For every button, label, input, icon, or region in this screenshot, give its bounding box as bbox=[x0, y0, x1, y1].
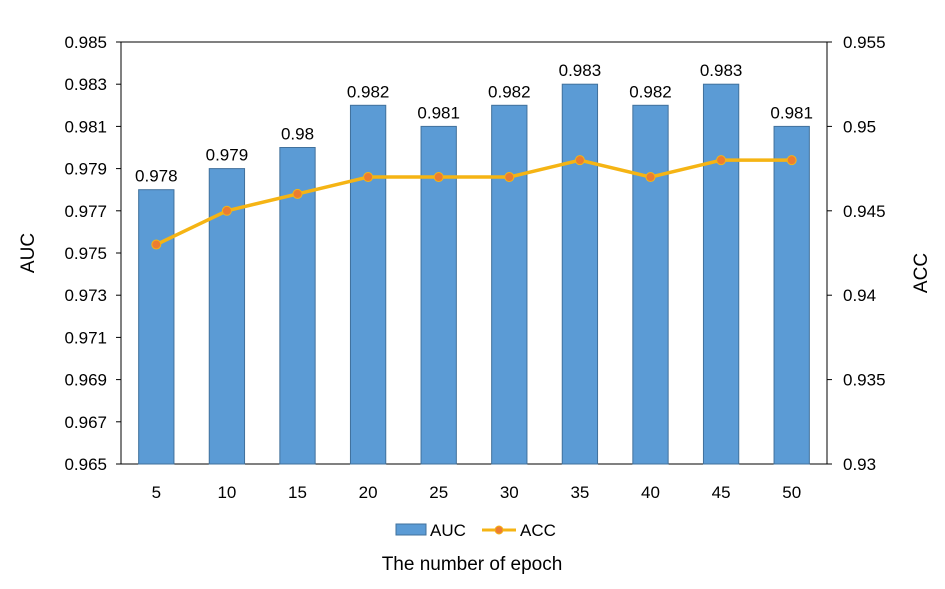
point-acc-20 bbox=[363, 172, 374, 183]
y2-tick-label: 0.945 bbox=[843, 202, 886, 221]
x-tick-label: 25 bbox=[429, 483, 448, 502]
y2-axis-title: ACC bbox=[911, 253, 932, 293]
y-tick-label: 0.967 bbox=[64, 413, 107, 432]
x-tick-label: 35 bbox=[570, 483, 589, 502]
legend-label-acc: ACC bbox=[520, 521, 556, 540]
y-tick-label: 0.979 bbox=[64, 160, 107, 179]
y2-tick-label: 0.93 bbox=[843, 455, 876, 474]
x-tick-label: 10 bbox=[217, 483, 236, 502]
data-label-auc-15: 0.98 bbox=[281, 125, 314, 144]
data-label-auc-45: 0.983 bbox=[700, 61, 743, 80]
y2-tick-label: 0.95 bbox=[843, 117, 876, 136]
y-tick-label: 0.975 bbox=[64, 244, 107, 263]
data-label-auc-5: 0.978 bbox=[135, 167, 178, 186]
bar-auc-20 bbox=[349, 104, 387, 465]
x-tick-label: 20 bbox=[359, 483, 378, 502]
data-label-auc-20: 0.982 bbox=[347, 82, 390, 101]
left-axis-ticks: 0.965 0.967 0.969 0.971 0.973 0.975 0.977 0.979… bbox=[64, 33, 121, 474]
bar-auc-15 bbox=[279, 147, 316, 465]
point-acc-50 bbox=[786, 155, 797, 166]
x-tick-label: 30 bbox=[500, 483, 519, 502]
x-tick-label: 40 bbox=[641, 483, 660, 502]
legend-marker-acc bbox=[494, 525, 504, 535]
data-label-auc-30: 0.982 bbox=[488, 82, 531, 101]
x-tick-label: 15 bbox=[288, 483, 307, 502]
y2-tick-label: 0.94 bbox=[843, 286, 876, 305]
line-series-acc bbox=[151, 155, 797, 250]
point-acc-25 bbox=[433, 172, 444, 183]
bar-auc-30 bbox=[491, 104, 528, 465]
bar-auc-45 bbox=[702, 83, 740, 465]
bar-data-labels: 0.978 0.979 0.98 0.982 0.981 0.982 0.983 0.982 0… bbox=[135, 61, 813, 186]
y-axis-title: AUC bbox=[18, 233, 39, 273]
data-label-auc-40: 0.982 bbox=[629, 82, 672, 101]
right-axis-ticks: 0.93 0.935 0.94 0.945 0.95 0.955 bbox=[827, 33, 886, 474]
bar-auc-25 bbox=[420, 125, 457, 465]
x-axis-ticks: 5 10 15 20 25 30 35 40 45 50 bbox=[152, 483, 802, 502]
legend-swatch-auc bbox=[395, 523, 427, 536]
legend-label-auc: AUC bbox=[430, 521, 466, 540]
y-tick-label: 0.973 bbox=[64, 286, 107, 305]
y2-tick-label: 0.955 bbox=[843, 33, 886, 52]
bar-auc-35 bbox=[561, 83, 599, 465]
line-acc-path bbox=[155, 158, 792, 247]
point-acc-10 bbox=[221, 205, 232, 216]
y-tick-label: 0.965 bbox=[64, 455, 107, 474]
y-tick-label: 0.983 bbox=[64, 75, 107, 94]
x-axis-title: The number of epoch bbox=[382, 554, 563, 575]
bar-series-auc bbox=[138, 83, 810, 465]
data-label-auc-50: 0.981 bbox=[770, 103, 813, 122]
point-acc-5 bbox=[151, 239, 162, 250]
y-tick-label: 0.981 bbox=[64, 117, 107, 136]
y-tick-label: 0.985 bbox=[64, 33, 107, 52]
legend: AUC ACC bbox=[395, 521, 556, 540]
point-acc-40 bbox=[645, 172, 656, 183]
data-label-auc-35: 0.983 bbox=[559, 61, 602, 80]
bar-auc-50 bbox=[773, 125, 810, 465]
y2-tick-label: 0.935 bbox=[843, 371, 886, 390]
y-tick-label: 0.977 bbox=[64, 202, 107, 221]
bar-auc-40 bbox=[632, 104, 669, 465]
y-tick-label: 0.971 bbox=[64, 328, 107, 347]
x-tick-label: 5 bbox=[152, 483, 161, 502]
bar-auc-5 bbox=[138, 189, 175, 465]
x-tick-label: 50 bbox=[782, 483, 801, 502]
point-acc-45 bbox=[716, 155, 727, 166]
data-label-auc-10: 0.979 bbox=[206, 146, 249, 165]
point-acc-35 bbox=[574, 155, 585, 166]
point-acc-15 bbox=[292, 188, 303, 199]
x-tick-label: 45 bbox=[712, 483, 731, 502]
y-tick-label: 0.969 bbox=[64, 371, 107, 390]
point-acc-30 bbox=[504, 172, 515, 183]
data-label-auc-25: 0.981 bbox=[417, 103, 460, 122]
